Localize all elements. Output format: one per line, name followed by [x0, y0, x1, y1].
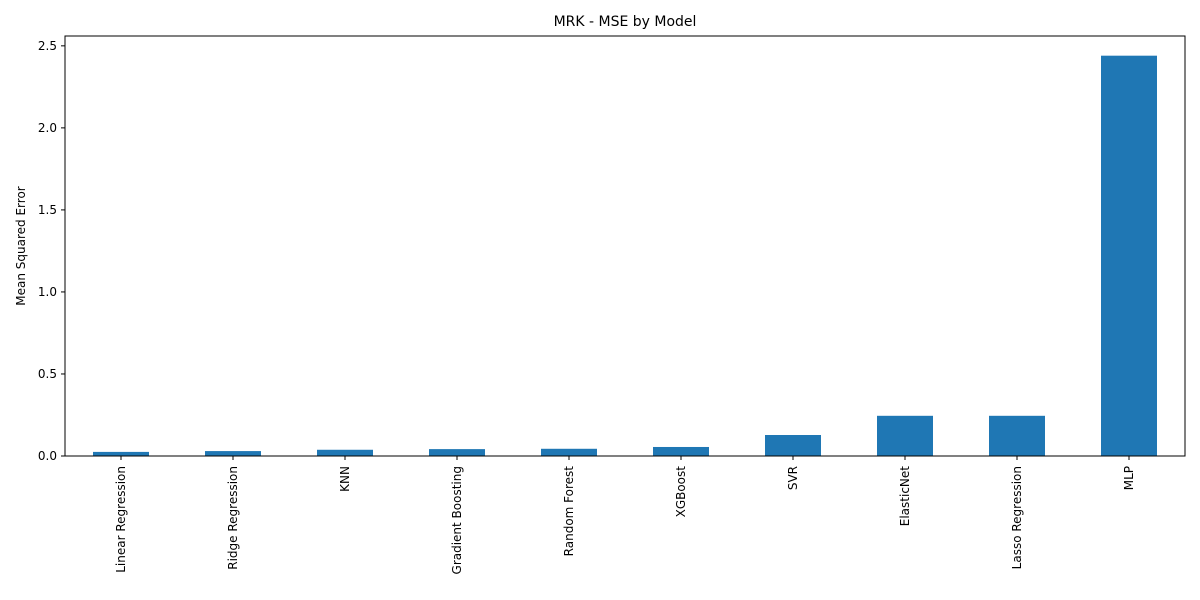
- y-axis-label: Mean Squared Error: [14, 186, 28, 306]
- x-tick-label-7: ElasticNet: [898, 466, 912, 527]
- x-tick-label-4: Random Forest: [562, 466, 576, 557]
- y-tick-label-1: 0.5: [38, 367, 57, 381]
- y-tick-label-3: 1.5: [38, 203, 57, 217]
- x-tick-label-2: KNN: [338, 466, 352, 492]
- chart-title: MRK - MSE by Model: [554, 14, 697, 30]
- bar-1: [205, 451, 261, 456]
- bar-2: [317, 449, 373, 456]
- x-axis-ticks: Linear Regression Ridge Regression KNN Grad…: [114, 456, 1136, 574]
- bar-4: [541, 448, 597, 456]
- x-tick-label-0: Linear Regression: [114, 466, 128, 573]
- y-tick-label-4: 2.0: [38, 121, 57, 135]
- bar-0: [93, 451, 149, 456]
- plot-area-frame: [64, 35, 1186, 457]
- bar-5: [653, 446, 709, 456]
- y-tick-label-0: 0.0: [38, 449, 57, 463]
- x-tick-label-9: MLP: [1122, 466, 1136, 490]
- y-axis-ticks: 0.0 0.5 1.0 1.5 2.0 2.5: [38, 39, 65, 463]
- y-tick-label-2: 1.0: [38, 285, 57, 299]
- bar-8: [989, 415, 1045, 456]
- y-tick-label-5: 2.5: [38, 39, 57, 53]
- x-tick-label-5: XGBoost: [674, 466, 688, 518]
- bar-6: [765, 435, 821, 456]
- bars-group: [93, 55, 1157, 456]
- bar-7: [877, 415, 933, 456]
- bar-9: [1101, 55, 1157, 456]
- x-tick-label-1: Ridge Regression: [226, 466, 240, 570]
- x-tick-label-6: SVR: [786, 466, 800, 490]
- x-tick-label-8: Lasso Regression: [1010, 466, 1024, 569]
- bar-3: [429, 449, 485, 456]
- x-tick-label-3: Gradient Boosting: [450, 466, 464, 574]
